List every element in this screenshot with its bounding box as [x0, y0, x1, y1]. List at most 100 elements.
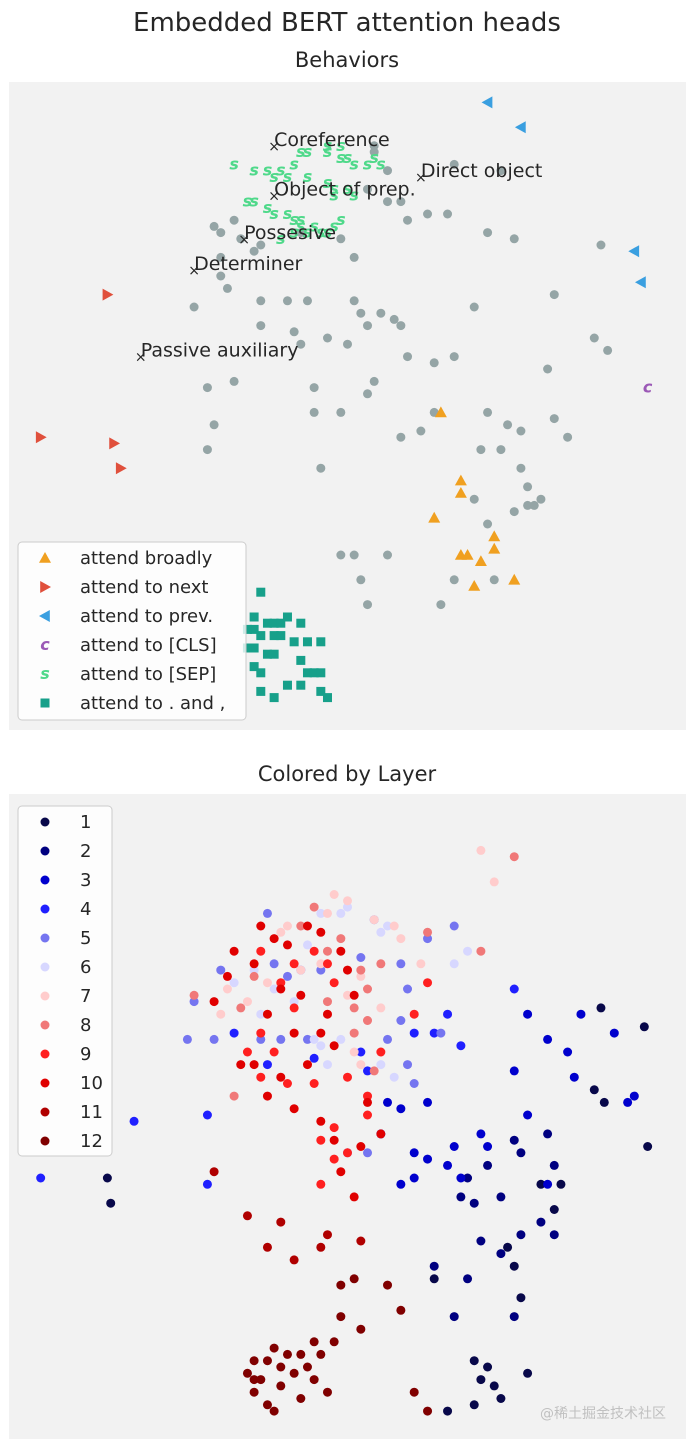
legend-marker-layer-9 [40, 1049, 50, 1059]
layer-9-point [289, 1003, 299, 1013]
behavior-point-other [363, 600, 373, 610]
layer-6-point [383, 921, 393, 931]
layer-9-point [256, 1028, 266, 1038]
layer-6-point [309, 1034, 319, 1044]
behavior-point-punct [249, 643, 259, 653]
behavior-point-other [256, 321, 266, 331]
behavior-point-other [343, 339, 352, 349]
layer-8-point [322, 997, 332, 1007]
layer-8-point [369, 1066, 379, 1076]
behavior-point-sep: s [229, 154, 239, 173]
layer-12-point [329, 1337, 339, 1347]
behavior-point-other [296, 228, 306, 238]
layer-7-point [282, 921, 292, 931]
layer-6-point [336, 1034, 346, 1044]
behavior-point-other [356, 308, 366, 318]
layer-12-point [249, 1375, 259, 1385]
behavior-point-other [523, 500, 533, 510]
layer-2-point [549, 1230, 559, 1240]
behavior-point-broadly [434, 406, 447, 418]
layer-10-point [329, 1041, 339, 1051]
annotation-marker: × [268, 188, 280, 204]
behavior-point-other [603, 345, 613, 355]
legend-label-prev: attend to prev. [80, 606, 213, 627]
layer-7-point [356, 971, 366, 981]
behavior-point-sep: s [316, 223, 326, 242]
layer-10-point [222, 971, 232, 981]
layer-10-point [336, 1167, 346, 1177]
layer-5-point [449, 921, 459, 931]
layer-10-point [276, 984, 286, 994]
layer-7-point [276, 927, 286, 937]
layer-10-point [329, 1135, 339, 1145]
behavior-point-other [436, 600, 446, 610]
layer-10-point [349, 990, 359, 1000]
layer-4-point [443, 1009, 453, 1019]
behavior-point-sep: s [296, 210, 306, 229]
behavior-point-sep: s [329, 216, 339, 235]
behavior-point-sep: s [336, 136, 346, 155]
layer-1-point [469, 1400, 479, 1410]
layer-3-point [396, 1104, 406, 1114]
layer-1-point [549, 1205, 559, 1214]
behavior-point-punct [316, 668, 326, 678]
behavior-point-sep: s [329, 179, 339, 198]
layer-3-point [509, 1066, 519, 1076]
layer-3-point [449, 1142, 459, 1151]
layer-12-point [396, 1305, 406, 1315]
layer-10-point [249, 1060, 259, 1070]
behavior-point-other [449, 352, 459, 362]
layer-4-point [429, 1028, 439, 1038]
legend-marker-sep: s [40, 664, 50, 683]
legend-marker-layer-6 [40, 962, 50, 972]
layer-6-point [389, 1072, 399, 1082]
layer-5-point [409, 1079, 419, 1088]
behavior-point-punct [262, 618, 272, 628]
layer-5-point [182, 1034, 192, 1044]
layer-5-point [282, 971, 292, 981]
behavior-point-other [349, 550, 359, 560]
legend-label-layer-2: 2 [80, 841, 91, 862]
legend-frame [17, 805, 113, 1157]
behavior-point-other [236, 234, 246, 244]
layer-4-point [356, 1047, 366, 1057]
behavior-point-other [356, 575, 366, 585]
layer-6-point [376, 927, 386, 937]
behavior-point-other [429, 358, 439, 368]
layer-10-point [302, 921, 312, 931]
legend-label-layer-10: 10 [80, 1073, 103, 1094]
behavior-point-sep: s [303, 223, 313, 242]
layer-3-point [609, 1028, 619, 1038]
behavior-point-other [222, 283, 232, 293]
behavior-point-other [349, 296, 359, 306]
behavior-point-other [363, 389, 373, 399]
layer-10-point [276, 1072, 286, 1082]
layer-7-point [489, 877, 499, 887]
legend-marker-layer-5 [40, 933, 50, 943]
behavior-point-sep: s [276, 229, 286, 248]
legend-marker-cls: c [40, 635, 50, 654]
behavior-point-sep: s [349, 154, 359, 173]
behavior-point-punct [249, 612, 259, 622]
layer-10-point [282, 940, 292, 950]
layer-1-point [483, 1362, 493, 1372]
behavior-point-other [202, 383, 212, 393]
layer-4-point [36, 1173, 46, 1183]
behavior-point-sep: s [369, 148, 379, 167]
behavior-point-punct [289, 637, 299, 647]
layer-6-point [249, 965, 259, 975]
layer-5-point [316, 965, 326, 975]
behavior-point-sep: s [289, 223, 299, 242]
legend-marker-layer-2 [40, 846, 50, 856]
layer-7-point [222, 984, 232, 994]
legend-marker-layer-12 [40, 1136, 50, 1146]
behavior-point-other [389, 314, 399, 324]
layer-4-point [262, 1060, 272, 1070]
layer-10-point [349, 1192, 359, 1202]
layer-11-point [356, 1236, 366, 1246]
layer-12-point [322, 1387, 332, 1397]
behavior-point-sep: s [296, 216, 306, 235]
layer-12-point [336, 1280, 346, 1290]
layer-7-point [356, 1060, 366, 1070]
behavior-point-punct [269, 631, 279, 641]
